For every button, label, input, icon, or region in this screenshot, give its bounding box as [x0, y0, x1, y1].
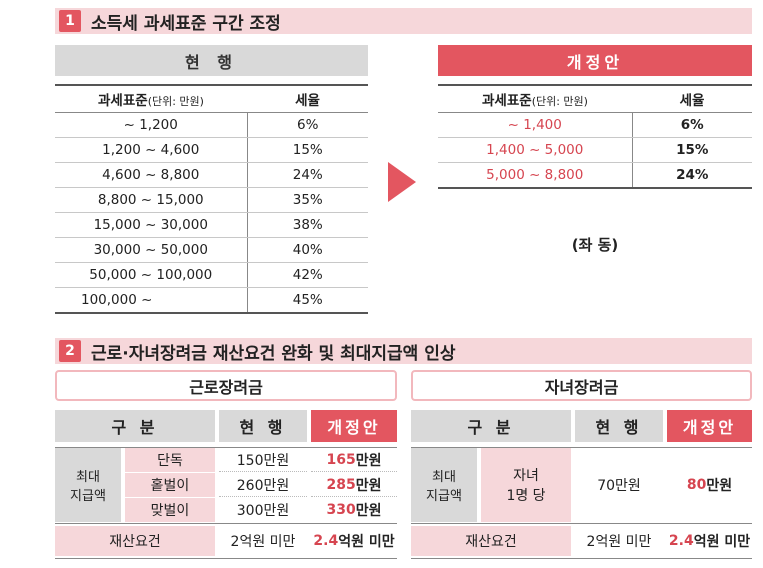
table-row: 15,000 ~ 30,000 38% [55, 212, 368, 238]
bracket-cell: 5,000 ~ 8,800 [438, 162, 633, 189]
col-bracket-header: 과세표준(단위: 만원) [55, 84, 247, 113]
earned-h-current: 현 행 [219, 410, 307, 442]
rate-cell: 6% [247, 112, 368, 138]
rate-cell: 42% [247, 262, 368, 288]
current-tax-table: 과세표준(단위: 만원) 세율 ~ 1,200 6% 1,200 ~ 4,600 15… [55, 84, 368, 314]
earned-current: 260만원 [219, 473, 307, 497]
col-bracket-header: 과세표준(단위: 만원) [438, 84, 632, 113]
table-row: 1,200 ~ 4,600 15% [55, 137, 368, 163]
bracket-cell: 30,000 ~ 50,000 [55, 237, 248, 263]
earned-h-proposed: 개정안 [311, 410, 397, 442]
earned-asset-label: 재산요건 [55, 526, 215, 556]
table-row: 100,000 ~45% [55, 287, 368, 314]
earned-type: 홑벌이 [125, 473, 215, 497]
earned-current: 300만원 [236, 503, 290, 519]
bracket-cell: 4,600 ~ 8,800 [55, 162, 248, 188]
section2-title: 근로·자녀장려금 재산요건 완화 및 최대지급액 인상 [91, 343, 456, 364]
child-current: 70만원 [597, 478, 641, 494]
earned-type: 단독 [125, 448, 215, 472]
section1-title: 소득세 과세표준 구간 조정 [91, 13, 281, 34]
arrow-right-icon [388, 162, 416, 202]
bracket-cell: ~ 1,400 [438, 112, 633, 138]
earned-proposed: 330 만원 [326, 502, 382, 519]
proposed-tax-table: 과세표준(단위: 만원) 세율 ~ 1,400 6% 1,400 ~ 5,000 15… [438, 84, 752, 189]
table-row: ~ 1,200 6% [55, 112, 368, 138]
earned-max-label: 최대 지급액 [55, 448, 121, 522]
table-row: 5,000 ~ 8,800 24% [438, 162, 752, 189]
rate-cell: 15% [632, 137, 752, 163]
table-row: 8,800 ~ 15,000 35% [55, 187, 368, 213]
rate-cell: 40% [247, 237, 368, 263]
table-row: ~ 1,400 6% [438, 112, 752, 138]
rate-cell: 24% [632, 162, 752, 189]
earned-asset-proposed: 2.4 억원 미만 [313, 533, 395, 550]
rate-cell: 24% [247, 162, 368, 188]
table-row: 50,000 ~ 100,000 42% [55, 262, 368, 288]
table-row: 30,000 ~ 50,000 40% [55, 237, 368, 263]
rate-cell: 35% [247, 187, 368, 213]
child-h-category: 구 분 [411, 410, 571, 442]
bracket-cell: 100,000 ~ [55, 287, 248, 314]
section2-number: 2 [59, 340, 81, 362]
earned-current: 150만원 [219, 448, 307, 472]
table-row: 1,400 ~ 5,000 15% [438, 137, 752, 163]
child-asset-proposed: 2.4 억원 미만 [668, 533, 751, 550]
earned-proposed: 285 만원 [311, 473, 397, 497]
section2-header: 2 근로·자녀장려금 재산요건 완화 및 최대지급액 인상 [55, 338, 752, 364]
bracket-cell: ~ 1,200 [55, 112, 248, 138]
col-rate-header: 세율 [632, 84, 752, 113]
child-asset-current: 2억원 미만 [586, 534, 652, 550]
earned-title: 근로장려금 [55, 370, 397, 401]
child-type: 자녀 1명 당 [481, 448, 571, 522]
bracket-cell: 1,400 ~ 5,000 [438, 137, 633, 163]
rate-cell: 6% [632, 112, 752, 138]
bracket-cell: 1,200 ~ 4,600 [55, 137, 248, 163]
bracket-cell: 8,800 ~ 15,000 [55, 187, 248, 213]
col-rate-header: 세율 [247, 84, 368, 113]
bracket-cell: 50,000 ~ 100,000 [55, 262, 248, 288]
section1-number: 1 [59, 10, 81, 32]
section1-header: 1 소득세 과세표준 구간 조정 [55, 8, 752, 34]
rate-cell: 15% [247, 137, 368, 163]
rate-cell: 45% [247, 287, 368, 314]
child-asset-label: 재산요건 [411, 526, 571, 556]
table-row: 4,600 ~ 8,800 24% [55, 162, 368, 188]
child-h-current: 현 행 [575, 410, 663, 442]
bracket-cell: 15,000 ~ 30,000 [55, 212, 248, 238]
rate-cell: 38% [247, 212, 368, 238]
earned-type: 맞벌이 [125, 498, 215, 522]
proposed-header: 개정안 [438, 45, 752, 76]
child-title: 자녀장려금 [411, 370, 752, 401]
same-note: (좌 동) [571, 236, 619, 254]
child-max-label: 최대 지급액 [411, 448, 477, 522]
earned-h-category: 구 분 [55, 410, 215, 442]
current-header: 현 행 [55, 45, 368, 76]
child-proposed: 80 만원 [686, 477, 733, 494]
earned-asset-current: 2억원 미만 [230, 534, 296, 550]
child-h-proposed: 개정안 [667, 410, 752, 442]
earned-proposed: 165 만원 [311, 448, 397, 472]
